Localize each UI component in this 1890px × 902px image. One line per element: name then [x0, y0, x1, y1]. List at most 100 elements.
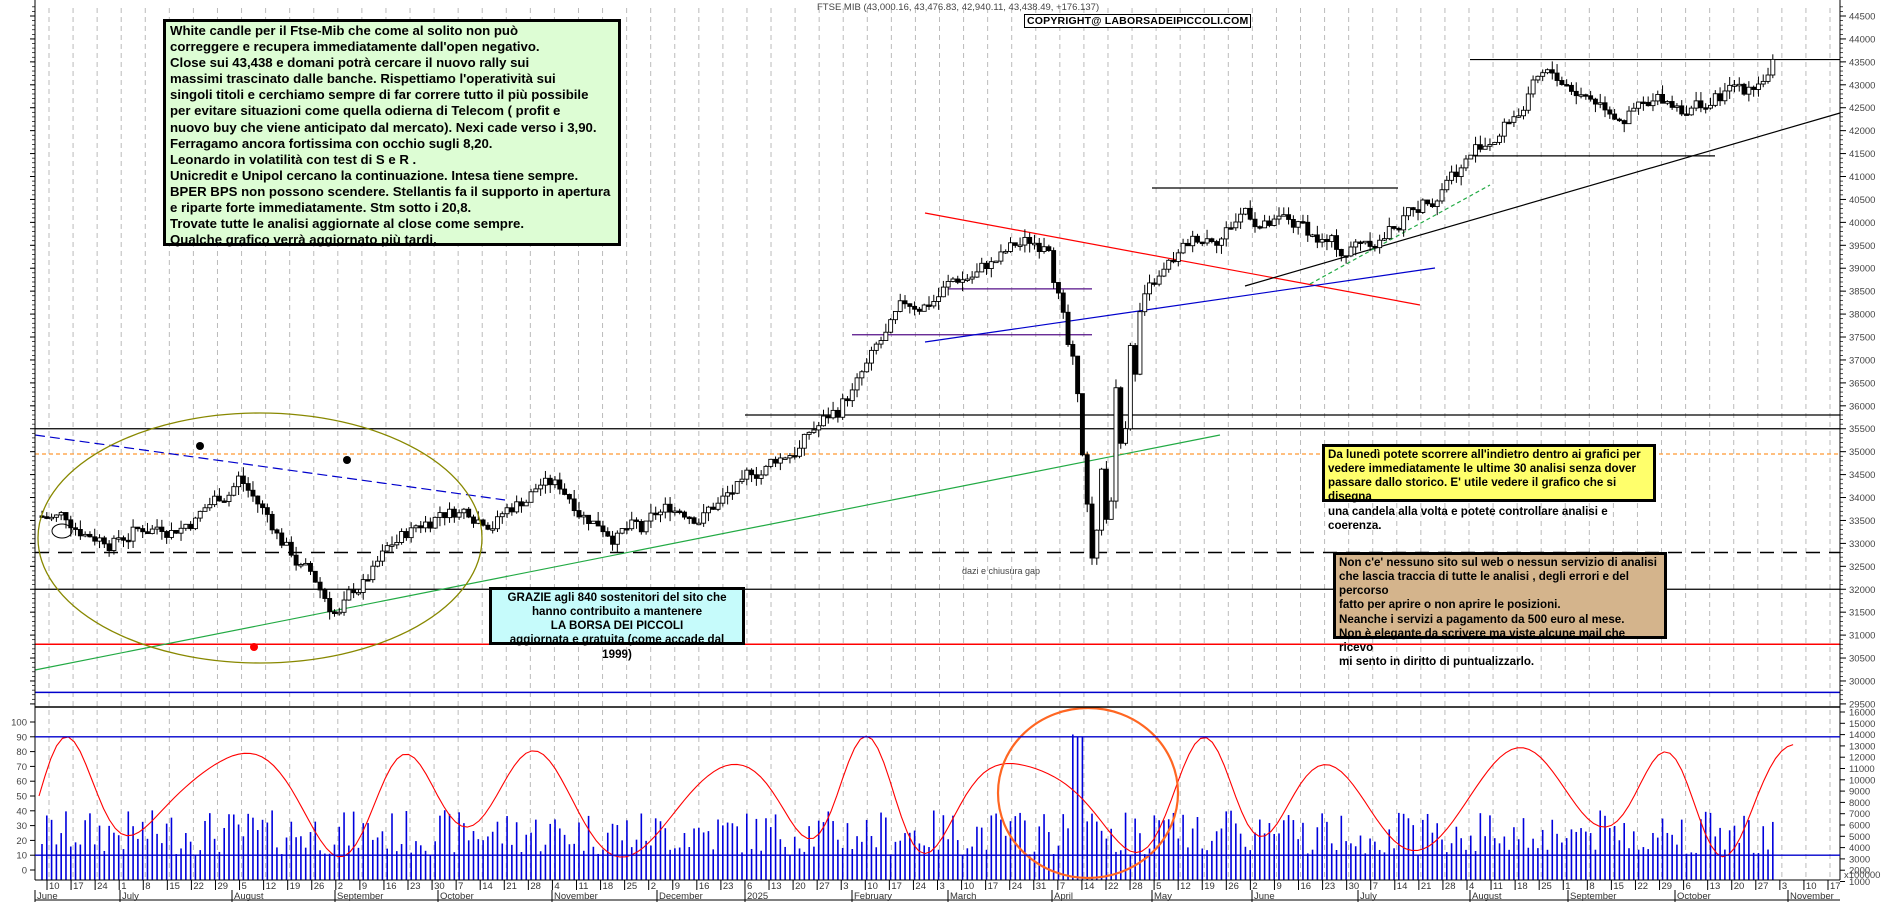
svg-text:39500: 39500	[1849, 241, 1875, 252]
svg-text:43000: 43000	[1849, 80, 1875, 91]
svg-text:29: 29	[1662, 881, 1673, 892]
svg-text:22: 22	[1108, 881, 1119, 892]
svg-text:38000: 38000	[1849, 310, 1875, 321]
svg-text:43500: 43500	[1849, 57, 1875, 68]
svg-text:27: 27	[1758, 881, 1769, 892]
svg-text:December: December	[659, 891, 703, 902]
axes: 4450044000435004300042500420004150041000…	[11, 0, 1880, 902]
svg-text:21: 21	[1421, 881, 1432, 892]
svg-text:1: 1	[121, 881, 126, 892]
svg-text:31000: 31000	[1849, 631, 1875, 642]
svg-text:17: 17	[988, 881, 999, 892]
svg-text:17: 17	[1830, 881, 1841, 892]
svg-text:26: 26	[1228, 881, 1239, 892]
svg-text:1: 1	[1565, 881, 1570, 892]
gap-annotation: dazi e chiusura gap	[962, 566, 1041, 576]
svg-text:41500: 41500	[1849, 149, 1875, 160]
svg-text:42500: 42500	[1849, 103, 1875, 114]
svg-text:50: 50	[16, 792, 27, 803]
disclaimer-note: Non c'e' nessuno sito sul web o nessun s…	[1333, 552, 1667, 668]
svg-text:70: 70	[16, 762, 27, 773]
svg-text:44000: 44000	[1849, 34, 1875, 45]
svg-text:42000: 42000	[1849, 126, 1875, 137]
svg-text:August: August	[1472, 891, 1502, 902]
svg-text:15000: 15000	[1849, 719, 1875, 730]
svg-text:21: 21	[506, 881, 517, 892]
svg-text:33000: 33000	[1849, 539, 1875, 550]
history-note: Da lunedì potete scorrere all'indietro d…	[1322, 444, 1656, 532]
svg-text:10: 10	[1806, 881, 1817, 892]
svg-text:26: 26	[314, 881, 325, 892]
svg-text:April: April	[1054, 891, 1073, 902]
svg-text:13000: 13000	[1849, 741, 1875, 752]
svg-text:39000: 39000	[1849, 264, 1875, 275]
svg-text:31500: 31500	[1849, 608, 1875, 619]
svg-text:3: 3	[843, 881, 848, 892]
svg-text:February: February	[854, 891, 892, 902]
svg-text:x100000: x100000	[1844, 870, 1880, 881]
chart-title: FTSE MIB (43,000.16, 43,476.83, 42,940.1…	[817, 2, 1100, 13]
svg-text:40500: 40500	[1849, 195, 1875, 206]
svg-text:1000: 1000	[1849, 877, 1870, 888]
highlight-shapes	[37, 412, 1180, 880]
svg-text:36500: 36500	[1849, 378, 1875, 389]
svg-text:24: 24	[1012, 881, 1023, 892]
svg-text:30: 30	[1349, 881, 1360, 892]
svg-text:May: May	[1154, 891, 1172, 902]
svg-text:3000: 3000	[1849, 854, 1870, 865]
svg-text:25: 25	[1541, 881, 1552, 892]
svg-text:October: October	[1677, 891, 1711, 902]
svg-text:20: 20	[795, 881, 806, 892]
svg-text:18: 18	[603, 881, 614, 892]
svg-text:14: 14	[482, 881, 493, 892]
svg-text:30: 30	[434, 881, 445, 892]
svg-text:2: 2	[338, 881, 343, 892]
svg-text:16: 16	[1301, 881, 1312, 892]
svg-text:July: July	[1360, 891, 1377, 902]
svg-text:6: 6	[1686, 881, 1691, 892]
svg-text:40000: 40000	[1849, 218, 1875, 229]
svg-text:27: 27	[819, 881, 830, 892]
svg-text:7: 7	[1373, 881, 1378, 892]
svg-text:28: 28	[1132, 881, 1143, 892]
svg-text:16000: 16000	[1849, 708, 1875, 719]
svg-text:17: 17	[73, 881, 84, 892]
svg-text:4: 4	[1469, 881, 1474, 892]
svg-text:13: 13	[771, 881, 782, 892]
svg-text:3: 3	[1782, 881, 1787, 892]
svg-text:13: 13	[1710, 881, 1721, 892]
svg-text:15: 15	[1613, 881, 1624, 892]
svg-text:29500: 29500	[1849, 699, 1875, 710]
svg-text:9: 9	[1276, 881, 1281, 892]
svg-text:24: 24	[915, 881, 926, 892]
svg-text:18: 18	[1517, 881, 1528, 892]
svg-text:2: 2	[1252, 881, 1257, 892]
svg-text:16: 16	[386, 881, 397, 892]
svg-text:3: 3	[940, 881, 945, 892]
svg-text:24: 24	[97, 881, 108, 892]
support-resistance-levels	[35, 58, 1840, 694]
svg-text:35500: 35500	[1849, 424, 1875, 435]
svg-text:16: 16	[699, 881, 710, 892]
svg-text:June: June	[37, 891, 58, 902]
analysis-note: White candle per il Ftse-Mib che come al…	[163, 19, 621, 247]
svg-text:August: August	[234, 891, 264, 902]
svg-text:7: 7	[458, 881, 463, 892]
svg-text:March: March	[950, 891, 976, 902]
svg-text:19: 19	[1204, 881, 1215, 892]
svg-text:4000: 4000	[1849, 843, 1870, 854]
svg-text:23: 23	[1325, 881, 1336, 892]
svg-text:9: 9	[362, 881, 367, 892]
svg-text:8: 8	[145, 881, 150, 892]
svg-text:32500: 32500	[1849, 562, 1875, 573]
svg-text:30000: 30000	[1849, 676, 1875, 687]
svg-text:60: 60	[16, 777, 27, 788]
svg-text:10: 10	[49, 881, 60, 892]
svg-text:23: 23	[723, 881, 734, 892]
svg-text:9000: 9000	[1849, 787, 1870, 798]
svg-text:October: October	[440, 891, 474, 902]
svg-text:5000: 5000	[1849, 832, 1870, 843]
svg-text:10000: 10000	[1849, 775, 1875, 786]
svg-text:2: 2	[651, 881, 656, 892]
svg-text:12: 12	[266, 881, 277, 892]
